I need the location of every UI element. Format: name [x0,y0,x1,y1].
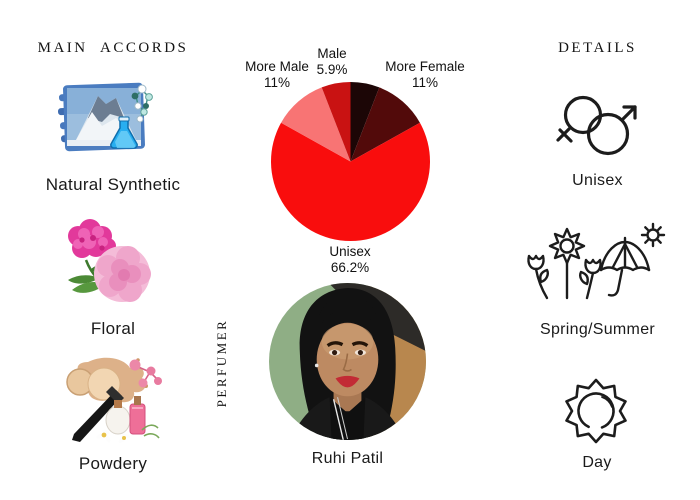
detail-time-of-day [561,376,631,446]
makeup-powder-brush-bottles-photo [66,357,162,443]
pie-slice-unlabeled [350,82,380,162]
detail-label-unisex: Unisex [572,172,623,189]
pie-label-male: Male 5.9% [316,46,348,77]
pie-label-more-male: More Male 11% [245,59,309,90]
sun-icon [565,378,627,444]
accord-label-natural-synthetic: Natural Synthetic [45,175,181,194]
accord-label-floral: Floral [90,319,136,338]
perfumer-name: Ruhi Patil [311,450,384,467]
accord-label-powdery: Powdery [78,454,148,473]
mountain-flask-molecule-illustration [58,82,153,152]
gender-pie-chart [271,82,430,241]
perfumer-photo [268,282,427,441]
natural-synthetic-image [58,78,154,162]
detail-label-day: Day [582,454,612,471]
floral-image [56,218,162,314]
pie-slice-more-male [281,87,351,162]
main-accords-header: MAIN ACCORDS [37,40,189,56]
detail-label-season: Spring/Summer [539,321,656,338]
circular-portrait-photo [268,282,427,441]
pie-label-more-female: More Female 11% [385,59,465,90]
unisex-gender-icon [556,95,637,156]
powdery-image [58,352,162,448]
details-header: DETAILS [558,40,637,56]
pie-label-unisex: Unisex 66.2% [329,244,371,275]
pie-slice-unisex [271,122,430,241]
pink-peony-flowers-photo [68,219,151,302]
pie-slice-male [321,82,351,162]
detail-season [521,222,666,306]
pie-slice-more-female [350,87,420,162]
perfumer-header: PERFUMER [214,318,229,408]
flowers-umbrella-sun-icon [527,222,666,300]
detail-gender [552,88,642,166]
